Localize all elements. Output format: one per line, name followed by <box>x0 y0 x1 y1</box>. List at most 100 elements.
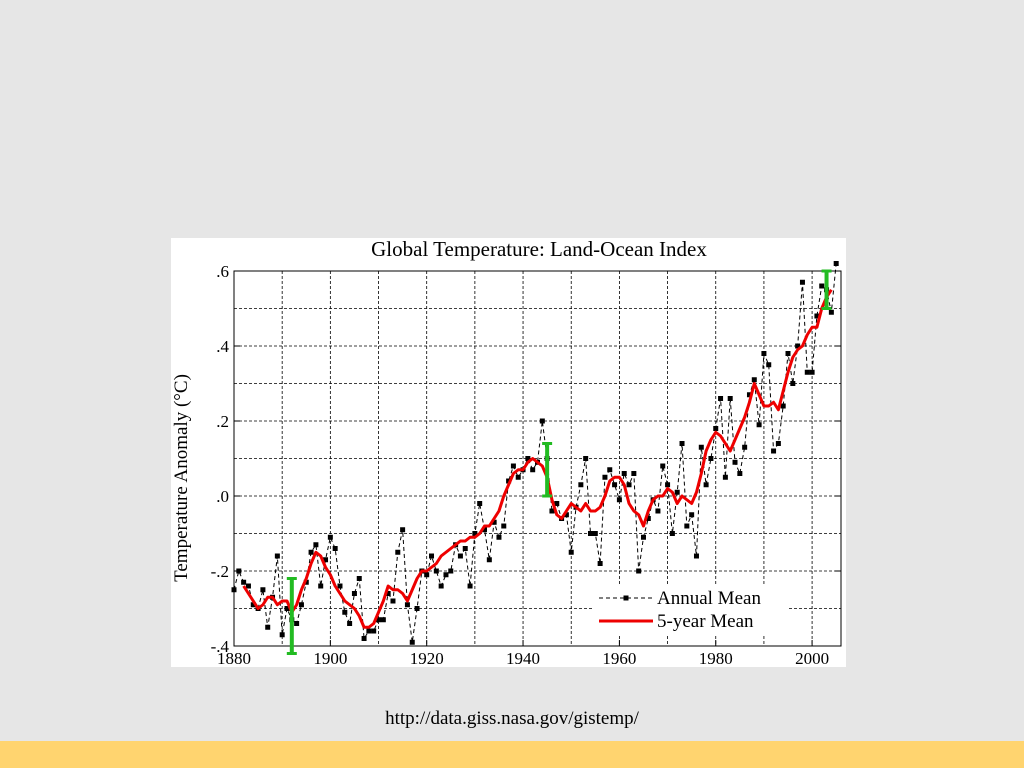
annual-mean-point <box>337 583 343 589</box>
annual-mean-point <box>587 531 593 536</box>
annual-mean-point <box>525 456 531 461</box>
annual-mean-point <box>241 579 247 585</box>
annual-mean-point <box>785 351 791 356</box>
annual-mean-point <box>727 396 733 401</box>
y-tick-label: .4 <box>216 337 229 356</box>
annual-mean-point <box>746 392 752 398</box>
annual-mean-point <box>771 448 777 454</box>
x-tick-label: 1960 <box>602 649 636 667</box>
annual-mean-point <box>298 602 304 608</box>
annual-mean-point <box>631 471 637 476</box>
annual-mean-point <box>722 474 728 480</box>
legend-five-year-label: 5-year Mean <box>657 611 754 632</box>
annual-mean-point <box>737 471 743 476</box>
annual-mean-point <box>607 467 613 473</box>
annual-mean-point <box>414 606 420 611</box>
annual-mean-point <box>655 508 661 514</box>
annual-mean-point <box>640 534 646 540</box>
annual-mean-point <box>404 602 410 608</box>
annual-mean-point <box>539 418 545 424</box>
annual-mean-point <box>742 444 748 450</box>
annual-mean-point <box>669 531 675 536</box>
annual-mean-point <box>438 583 444 589</box>
annual-mean-point <box>621 471 627 476</box>
uncertainty-error-bars <box>286 269 832 655</box>
annual-mean-point <box>327 534 333 540</box>
y-axis-label: Temperature Anomaly (°C) <box>171 374 192 582</box>
x-tick-label: 2000 <box>795 649 829 667</box>
annual-mean-point <box>467 583 473 589</box>
annual-mean-point <box>568 549 574 555</box>
annual-mean-point <box>472 531 478 536</box>
annual-mean-point <box>361 636 367 641</box>
y-tick-label: -.2 <box>211 562 229 581</box>
annual-mean-point <box>799 279 805 285</box>
annual-mean-point <box>366 628 372 634</box>
x-tick-label: 1920 <box>410 649 444 667</box>
annual-mean-point <box>371 628 377 634</box>
source-url-caption[interactable]: http://data.giss.nasa.gov/gistemp/ <box>385 708 639 729</box>
annual-mean-point <box>626 482 632 488</box>
annual-mean-point <box>318 583 324 589</box>
y-tick-label: .6 <box>216 262 229 281</box>
annual-mean-point <box>751 377 757 383</box>
chart-title: Global Temperature: Land-Ocean Index <box>371 238 707 261</box>
annual-mean-point <box>597 561 603 566</box>
annual-mean-point <box>698 444 704 450</box>
x-tick-label: 1980 <box>699 649 733 667</box>
annual-mean-point <box>486 557 492 563</box>
annual-mean-point <box>549 508 555 514</box>
annual-mean-point <box>713 426 719 431</box>
annual-mean-point <box>347 621 353 626</box>
annual-mean-point <box>279 632 285 638</box>
annual-mean-point <box>395 549 401 555</box>
annual-mean-point <box>274 553 280 559</box>
annual-mean-point <box>409 639 415 645</box>
annual-mean-point <box>732 459 738 465</box>
annual-mean-point <box>616 497 622 503</box>
annual-mean-point <box>804 369 810 375</box>
annual-mean-point <box>284 606 290 611</box>
annual-mean-point <box>833 261 839 266</box>
annual-mean-point <box>245 583 251 589</box>
y-tick-label: .2 <box>216 412 229 431</box>
annual-mean-point <box>265 624 271 630</box>
annual-mean-point <box>602 474 608 480</box>
annual-mean-point <box>385 591 391 596</box>
annual-mean-point <box>674 489 680 495</box>
annual-mean-point <box>780 403 786 409</box>
x-tick-label: 1880 <box>217 649 251 667</box>
axis-ticks: -.4 -.2 .0 .2 .4 .6 1880 1900 1920 1940 1960 1980 20… <box>211 262 841 667</box>
y-tick-label: -.4 <box>211 637 230 656</box>
annual-mean-point <box>756 422 762 428</box>
annual-mean-point <box>424 572 430 578</box>
annual-mean-point <box>323 557 329 563</box>
annual-mean-point <box>491 519 497 525</box>
annual-mean-point <box>612 482 618 488</box>
annual-mean-point <box>775 441 781 446</box>
annual-mean-point <box>429 553 435 559</box>
annual-mean-point <box>496 534 502 540</box>
annual-mean-point <box>510 463 516 469</box>
annual-mean-point <box>342 609 348 615</box>
annual-mean-point <box>231 587 237 593</box>
annual-mean-point <box>448 568 454 574</box>
legend-annual-marker <box>623 595 629 601</box>
annual-mean-point <box>515 474 521 480</box>
chart-panel: -.4 -.2 .0 .2 .4 .6 1880 1900 1920 1940 1960 1980 20… <box>171 238 846 667</box>
annual-mean-point <box>761 351 767 356</box>
annual-mean-point <box>592 531 598 536</box>
annual-mean-point <box>356 576 362 581</box>
annual-mean-point <box>708 456 714 461</box>
annual-mean-point <box>795 343 801 349</box>
annual-mean-point <box>501 523 507 529</box>
annual-mean-point <box>236 568 242 574</box>
annual-mean-point <box>703 482 709 488</box>
annual-mean-point <box>443 572 449 578</box>
annual-mean-point <box>766 362 772 368</box>
annual-mean-point <box>477 501 483 506</box>
annual-mean-point <box>313 542 319 548</box>
annual-mean-point <box>554 501 560 506</box>
